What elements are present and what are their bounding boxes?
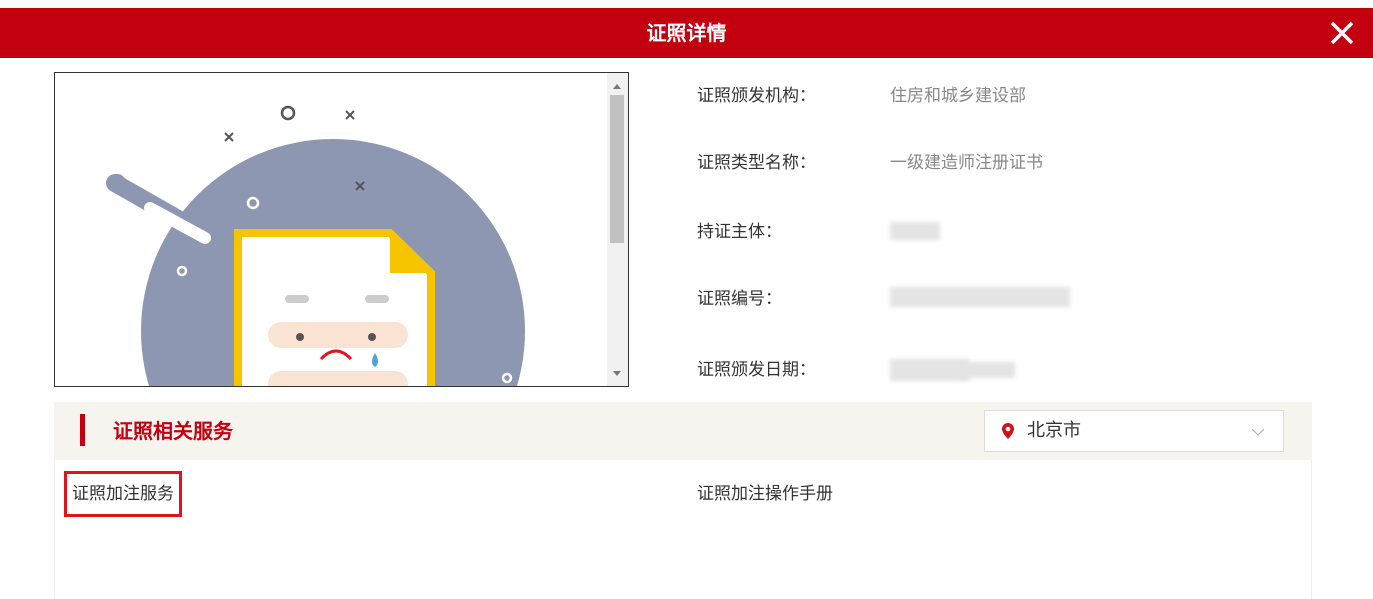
- redacted-value: [960, 362, 1015, 378]
- location-select[interactable]: 北京市: [984, 410, 1284, 452]
- body: 证照详情 证照颁发机构：住房和城乡建设部证照: [0, 0, 1373, 599]
- chevron: [1251, 428, 1265, 436]
- field-value: 住房和城乡建设部: [890, 84, 1026, 108]
- placeholder-illustration: [55, 73, 628, 386]
- redacted-value: [890, 359, 970, 381]
- certificate-image: [54, 72, 629, 387]
- field-label: 证照颁发日期：: [697, 358, 816, 382]
- service-link[interactable]: 证照加注操作手册: [697, 482, 833, 506]
- location-text: 北京市: [1027, 411, 1081, 451]
- redacted-value: [890, 287, 1070, 307]
- pin-icon: [1001, 422, 1015, 440]
- field-label: 持证主体：: [697, 220, 782, 244]
- field-label: 证照编号：: [697, 287, 782, 311]
- service-link[interactable]: 证照加注服务: [64, 471, 182, 517]
- redacted-value: [890, 222, 940, 240]
- page: 证照详情 {"header": {"title": "证照详情"}, "deta…: [0, 0, 1373, 599]
- field-label: 证照颁发机构：: [697, 84, 816, 108]
- field-label: 证照类型名称：: [697, 151, 816, 175]
- field-value: 一级建造师注册证书: [890, 151, 1043, 175]
- dialog-title: 证照详情: [0, 8, 1373, 58]
- close-button[interactable]: [1326, 17, 1358, 49]
- services-title: 证照相关服务: [113, 418, 233, 444]
- services-body: [54, 460, 1312, 599]
- accent-bar: [80, 414, 85, 446]
